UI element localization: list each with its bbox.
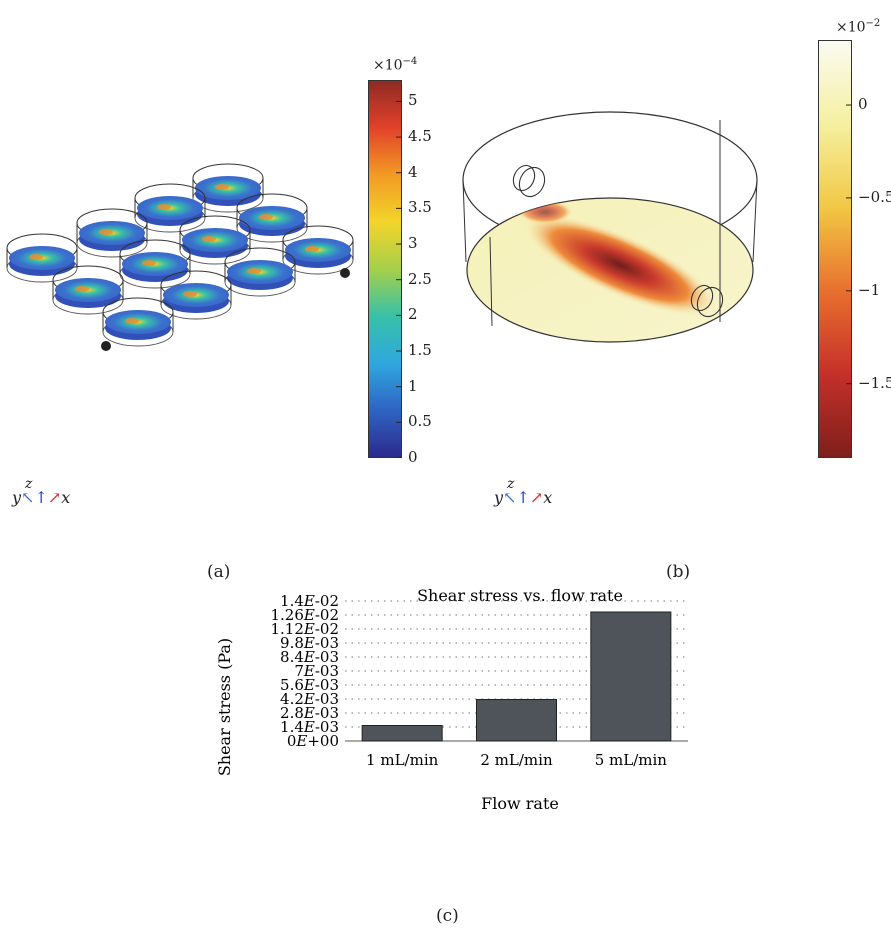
- colorbar-tick-label: −1.5: [858, 373, 891, 392]
- colorbar-tick-label: 0.5: [408, 412, 432, 431]
- well: [160, 270, 232, 320]
- colorbar-tick-label: 3: [408, 234, 418, 253]
- colorbar-tick-label: 2.5: [408, 269, 432, 288]
- well: [134, 183, 206, 233]
- colorbar-a-exponent: ×10−4: [373, 56, 418, 74]
- port-icon: [340, 268, 350, 278]
- colorbar-tick-label: 4: [408, 162, 418, 181]
- shear-stress-bar-chart: Shear stress vs. flow rate Shear stress …: [215, 586, 688, 813]
- colorbar-tick-label: 4.5: [408, 127, 432, 146]
- colorbar-tick-label: −1: [858, 280, 881, 299]
- colorbar-tick-label: −0.5: [858, 187, 891, 206]
- chart-xlabel: Flow rate: [481, 794, 559, 813]
- well: [76, 208, 148, 258]
- colorbar-tick-label: 0: [858, 95, 868, 114]
- well: [224, 247, 296, 297]
- y-tick-label: 1.4E-03: [280, 718, 339, 736]
- panel-a-render: [6, 163, 354, 351]
- panel-b-render: [462, 111, 758, 343]
- bar: [475, 699, 558, 742]
- colorbar-a-bar: [368, 80, 402, 458]
- colorbar-b-bar: [818, 40, 852, 458]
- y-tick-label: 0E+00: [287, 732, 339, 750]
- y-tick-label: 9.8E-03: [280, 634, 339, 652]
- colorbar-tick-label: 5: [408, 91, 418, 110]
- chart-xticks: 1 mL/min 2 mL/min 5 mL/min: [366, 751, 667, 769]
- x-tick-label: 2 mL/min: [480, 751, 553, 769]
- axes-triad-a-z: z: [25, 476, 33, 492]
- well: [282, 225, 354, 275]
- well: [6, 233, 78, 283]
- colorbar-tick-label: 3.5: [408, 198, 432, 217]
- y-tick-label: 7E-03: [294, 662, 339, 680]
- colorbar-tick-label: 0: [408, 448, 418, 466]
- bar: [361, 725, 443, 742]
- panel-a-label: (a): [207, 562, 231, 582]
- well-array: [6, 163, 354, 351]
- axes-triad-a: y↖↑↗x: [12, 488, 71, 507]
- y-tick-label: 1.4E-02: [280, 592, 339, 610]
- chart-yticks: 0E+001.4E-032.8E-034.2E-035.6E-037E-038.…: [270, 592, 339, 750]
- x-tick-label: 5 mL/min: [595, 751, 668, 769]
- well: [119, 239, 191, 289]
- colorbar-tick-label: 2: [408, 305, 418, 324]
- port-icon: [101, 341, 111, 351]
- y-tick-label: 5.6E-03: [280, 676, 339, 694]
- y-tick-label: 1.26E-02: [270, 606, 339, 624]
- y-tick-label: 1.12E-02: [270, 620, 339, 638]
- axes-triad-b-z: z: [507, 476, 515, 492]
- y-tick-label: 4.2E-03: [280, 690, 339, 708]
- colorbar-tick-label: 1.5: [408, 341, 432, 360]
- colorbar-b-exponent: ×10−2: [836, 18, 881, 36]
- bar: [590, 611, 672, 742]
- chart-title: Shear stress vs. flow rate: [417, 586, 623, 605]
- chart-bars: [361, 611, 672, 742]
- well: [179, 215, 251, 265]
- axes-triad-b: y↖↑↗x: [494, 488, 553, 507]
- well: [52, 265, 124, 315]
- panel-c-label: (c): [436, 906, 459, 926]
- chart-ylabel: Shear stress (Pa): [215, 638, 234, 776]
- colorbar-tick-label: 1: [408, 376, 418, 395]
- x-tick-label: 1 mL/min: [366, 751, 439, 769]
- panel-b-label: (b): [666, 562, 691, 582]
- well: [236, 193, 308, 243]
- y-tick-label: 8.4E-03: [280, 648, 339, 666]
- well: [102, 297, 174, 347]
- well: [192, 163, 264, 213]
- y-tick-label: 2.8E-03: [280, 704, 339, 722]
